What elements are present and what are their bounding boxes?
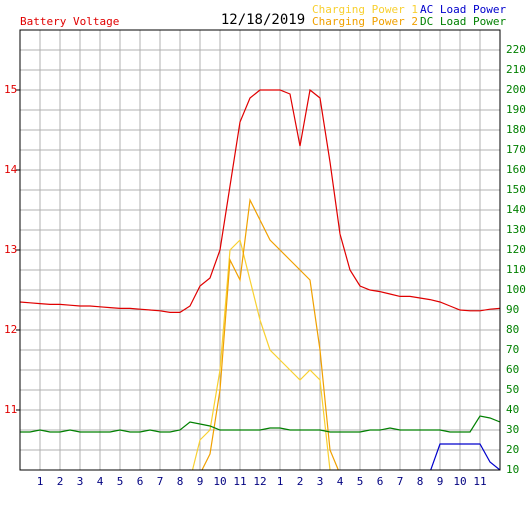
x-tick-label: 10 — [213, 475, 226, 488]
series-line — [201, 197, 339, 470]
x-tick-label: 1 — [37, 475, 44, 488]
y2-tick-label: 210 — [506, 63, 526, 76]
x-tick-label: 6 — [137, 475, 144, 488]
y2-tick-label: 90 — [506, 303, 519, 316]
x-tick-label: 5 — [357, 475, 364, 488]
y2-tick-label: 110 — [506, 263, 526, 276]
y2-tick-label: 70 — [506, 343, 519, 356]
series-line — [20, 88, 500, 313]
series-line — [20, 415, 500, 433]
y2-tick-label: 30 — [506, 423, 519, 436]
y2-tick-label: 200 — [506, 83, 526, 96]
y-axis-label: Battery Voltage — [20, 15, 119, 28]
x-tick-label: 7 — [157, 475, 164, 488]
x-tick-label: 11 — [473, 475, 486, 488]
y-tick-label: 15 — [4, 83, 17, 96]
y-tick-label: 13 — [4, 243, 17, 256]
x-tick-label: 6 — [377, 475, 384, 488]
x-tick-label: 4 — [97, 475, 104, 488]
y2-tick-label: 130 — [506, 223, 526, 236]
x-tick-label: 12 — [253, 475, 266, 488]
date: 12/18/2019 — [221, 12, 305, 28]
x-tick-label: 1 — [277, 475, 284, 488]
y2-tick-label: 60 — [506, 363, 519, 376]
y-tick-label: 14 — [4, 163, 18, 176]
x-tick-label: 8 — [417, 475, 424, 488]
x-tick-label: 11 — [233, 475, 246, 488]
y2-tick-label: 180 — [506, 123, 526, 136]
x-tick-label: 3 — [77, 475, 84, 488]
legend-entry: AC Load Power — [420, 3, 506, 16]
x-tick-label: 2 — [297, 475, 304, 488]
x-tick-label: 8 — [177, 475, 184, 488]
y2-tick-label: 50 — [506, 383, 519, 396]
series-line — [191, 238, 331, 470]
x-tick-label: 3 — [317, 475, 324, 488]
y2-tick-label: 120 — [506, 243, 526, 256]
x-tick-label: 7 — [397, 475, 404, 488]
plot-lines — [20, 88, 500, 470]
y-tick-label: 12 — [4, 323, 17, 336]
x-tick-label: 9 — [197, 475, 204, 488]
y2-tick-label: 10 — [506, 463, 519, 476]
y2-tick-label: 190 — [506, 103, 526, 116]
y2-tick-label: 100 — [506, 283, 526, 296]
y-tick-label: 11 — [4, 403, 17, 416]
legend-entry: Charging Power 2 — [312, 15, 418, 28]
y2-tick-label: 160 — [506, 163, 526, 176]
x-tick-label: 4 — [337, 475, 344, 488]
y2-tick-label: 140 — [506, 203, 526, 216]
legend-entry: DC Load Power — [420, 15, 506, 28]
y2-tick-label: 170 — [506, 143, 526, 156]
legend-entry: Charging Power 1 — [312, 3, 418, 16]
x-tick-label: 2 — [57, 475, 64, 488]
y2-tick-label: 150 — [506, 183, 526, 196]
y2-tick-label: 40 — [506, 403, 519, 416]
y2-tick-label: 220 — [506, 43, 526, 56]
x-tick-label: 10 — [453, 475, 466, 488]
y2-tick-label: 80 — [506, 323, 519, 336]
y2-tick-label: 20 — [506, 443, 519, 456]
x-tick-label: 5 — [117, 475, 124, 488]
x-tick-label: 9 — [437, 475, 444, 488]
